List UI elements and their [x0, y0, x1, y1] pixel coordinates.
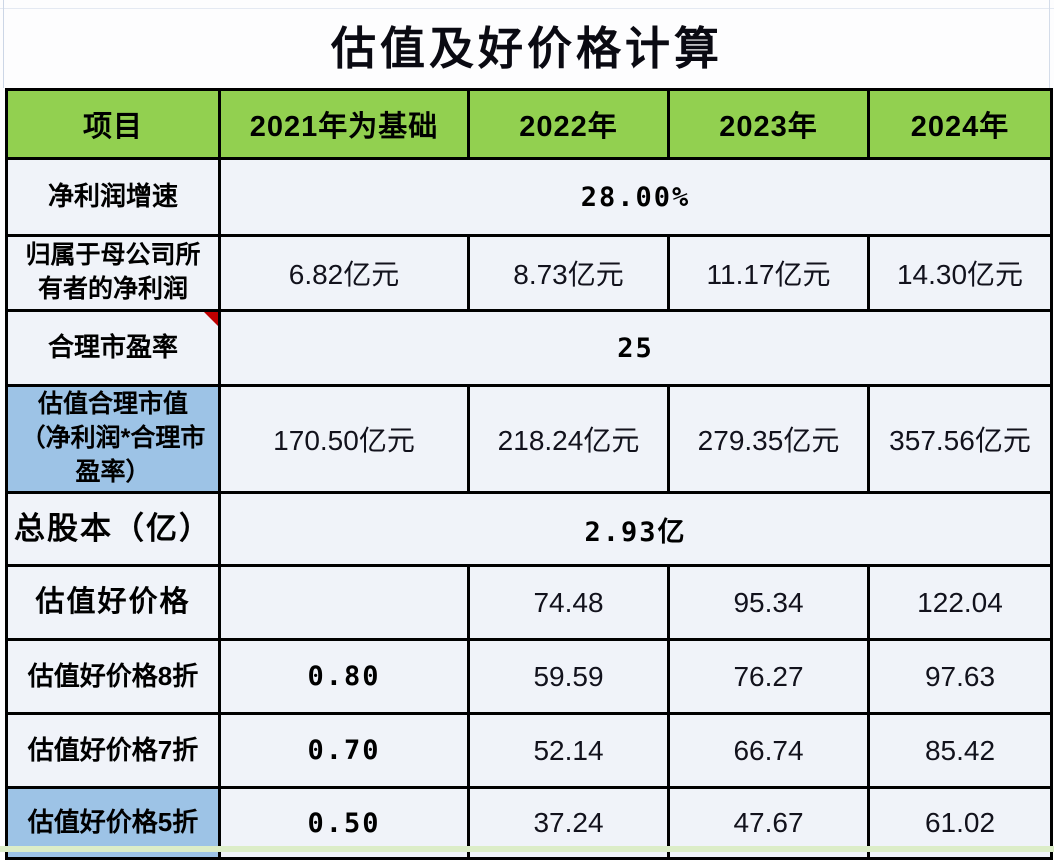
row-label: 归属于母公司所有者的净利润 — [5, 234, 221, 312]
col-header-2024: 2024年 — [867, 88, 1053, 160]
row-fair-pe: 合理市盈率 25 — [5, 309, 1053, 387]
value-cell: 85.42 — [867, 712, 1053, 789]
next-row-green-strip — [0, 846, 1054, 852]
row-parent-net-profit: 归属于母公司所有者的净利润 6.82亿元 8.73亿元 11.17亿元 14.3… — [5, 234, 1053, 312]
col-header-2022: 2022年 — [467, 88, 670, 160]
value-cell: 14.30亿元 — [867, 234, 1053, 312]
value-cell: 218.24亿元 — [467, 384, 670, 494]
value-cell: 95.34 — [667, 564, 870, 641]
row-net-profit-growth: 净利润增速 28.00% — [5, 157, 1053, 237]
row-label-text: 合理市盈率 — [47, 332, 178, 363]
page-title: 估值及好价格计算 — [330, 23, 723, 74]
merged-value-cell: 25 — [218, 309, 1053, 387]
row-total-shares: 总股本（亿） 2.93亿 — [5, 491, 1053, 567]
row-label-highlighted: 估值合理市值（净利润*合理市盈率） — [5, 384, 221, 494]
row-label: 估值好价格7折 — [5, 712, 221, 789]
row-fair-market-cap: 估值合理市值（净利润*合理市盈率） 170.50亿元 218.24亿元 279.… — [5, 384, 1053, 494]
factor-cell: 0.80 — [218, 638, 470, 715]
header-row: 项目 2021年为基础 2022年 2023年 2024年 — [5, 88, 1053, 160]
value-cell: 6.82亿元 — [218, 234, 470, 312]
value-cell-empty — [218, 564, 470, 641]
value-cell: 279.35亿元 — [667, 384, 870, 494]
valuation-table: 项目 2021年为基础 2022年 2023年 2024年 净利润增速 28.0… — [5, 88, 1053, 860]
row-label: 合理市盈率 — [5, 309, 221, 387]
col-header-2023: 2023年 — [667, 88, 870, 160]
value-cell: 170.50亿元 — [218, 384, 470, 494]
merged-value-cell: 28.00% — [218, 157, 1053, 237]
row-label: 净利润增速 — [5, 157, 221, 237]
col-header-item: 项目 — [5, 88, 221, 160]
value-cell: 97.63 — [867, 638, 1053, 715]
comment-marker-icon — [204, 313, 217, 326]
value-cell: 76.27 — [667, 638, 870, 715]
col-header-2021-base: 2021年为基础 — [218, 88, 470, 160]
value-cell: 59.59 — [467, 638, 670, 715]
factor-cell: 0.70 — [218, 712, 470, 789]
value-cell: 122.04 — [867, 564, 1053, 641]
value-cell: 74.48 — [467, 564, 670, 641]
title-band: 估值及好价格计算 — [0, 0, 1054, 88]
value-cell: 8.73亿元 — [467, 234, 670, 312]
gridline-horizontal — [0, 8, 1054, 9]
row-label: 总股本（亿） — [5, 491, 221, 567]
value-cell: 11.17亿元 — [667, 234, 870, 312]
row-good-price-80pct: 估值好价格8折 0.80 59.59 76.27 97.63 — [5, 638, 1053, 715]
gridline-left — [3, 0, 4, 88]
merged-value-cell: 2.93亿 — [218, 491, 1053, 567]
row-good-price-70pct: 估值好价格7折 0.70 52.14 66.74 85.42 — [5, 712, 1053, 789]
row-good-price: 估值好价格 74.48 95.34 122.04 — [5, 564, 1053, 641]
row-label: 估值好价格8折 — [5, 638, 221, 715]
value-cell: 357.56亿元 — [867, 384, 1053, 494]
value-cell: 52.14 — [467, 712, 670, 789]
value-cell: 66.74 — [667, 712, 870, 789]
row-label: 估值好价格 — [5, 564, 221, 641]
